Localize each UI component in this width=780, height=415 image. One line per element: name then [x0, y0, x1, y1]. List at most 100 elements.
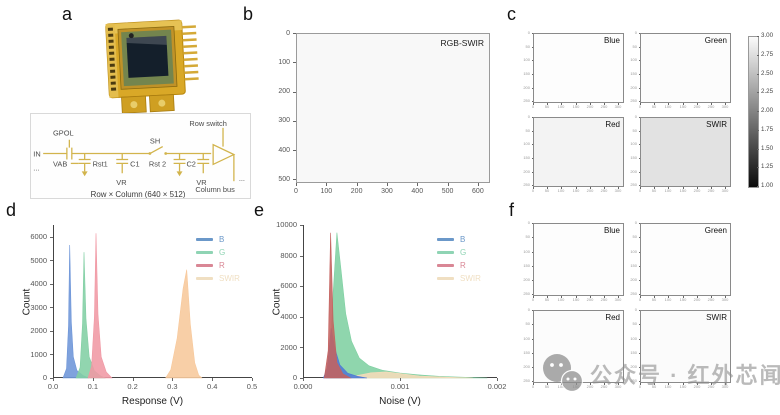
circuit-caption: Row × Column (640 × 512): [91, 190, 186, 198]
tick-label: 200: [630, 277, 637, 283]
tick-label: 600: [472, 188, 484, 195]
tick-mark: [654, 187, 656, 189]
tick-label: 50: [525, 321, 530, 327]
hist-series-r: [323, 232, 352, 379]
tick-mark: [300, 316, 303, 318]
tick-mark: [589, 296, 591, 298]
tick-label: 150: [679, 297, 686, 302]
tick-mark: [561, 296, 563, 298]
tick-label: 4000: [30, 279, 47, 289]
tick-label: 150: [572, 188, 579, 193]
mini-title-f-red: Red: [605, 313, 620, 322]
x-axis-label-e: Noise (V): [379, 396, 421, 407]
tick-mark: [638, 265, 640, 267]
tick-mark: [640, 187, 641, 189]
tick-mark: [604, 103, 606, 105]
tick-label: 50: [651, 297, 657, 302]
circuit-dots-right: ...: [239, 174, 245, 183]
tick-label: 250: [630, 291, 637, 297]
tick-label: 6000: [280, 281, 297, 291]
tick-label: 50: [525, 44, 530, 49]
circuit-label-c2: C2: [186, 159, 195, 168]
tick-mark: [638, 280, 640, 282]
circuit-label-row-switch: Row switch: [189, 119, 226, 128]
tick-mark: [668, 187, 670, 189]
tick-label: 0: [531, 104, 535, 109]
tick-label: 0: [294, 188, 298, 195]
tick-label: 150: [679, 188, 686, 193]
tick-label: 250: [630, 98, 637, 104]
tick-label: 300: [614, 297, 622, 302]
left-pins: [107, 27, 117, 91]
tick-label: 100: [558, 297, 565, 302]
tick-label: 50: [544, 297, 550, 302]
tick-mark: [638, 223, 640, 224]
tick-mark: [638, 338, 640, 340]
tick-mark: [618, 103, 620, 105]
legend-label-r: R: [460, 260, 466, 270]
tick-label: 200: [278, 88, 290, 96]
tick-label: 50: [544, 104, 550, 109]
tick-label: 0: [638, 188, 642, 193]
legend-swatch-swir: [196, 277, 213, 280]
tick-label: 2000: [30, 326, 47, 336]
tick-label: 6000: [30, 232, 47, 242]
tick-mark: [50, 260, 53, 262]
tick-mark: [638, 117, 640, 118]
tick-label: 100: [630, 57, 637, 63]
tick-mark: [725, 187, 727, 189]
legend-row-r: R: [437, 259, 481, 272]
tick-label: 300: [721, 104, 729, 109]
legend-label-b: B: [460, 234, 466, 244]
image-plot-b: [296, 33, 490, 183]
tick-label: 0: [527, 307, 530, 312]
tick-label: 200: [693, 188, 701, 193]
tick-label: 0: [531, 297, 535, 302]
tick-label: 100: [665, 384, 672, 389]
tick-label: 300: [721, 188, 729, 193]
tick-label: 150: [630, 155, 637, 161]
tick-mark: [638, 144, 640, 146]
tick-mark: [638, 310, 640, 311]
tick-label: 2.75: [761, 51, 774, 58]
tick-mark: [547, 187, 549, 189]
tick-mark: [604, 383, 606, 385]
tick-mark: [293, 33, 296, 34]
tick-label: 0.4: [206, 382, 218, 391]
tick-mark: [668, 383, 670, 385]
tick-label: 2000: [280, 342, 297, 352]
tick-label: 300: [614, 188, 622, 193]
tick-mark: [531, 338, 533, 340]
tick-mark: [547, 103, 549, 105]
watermark-text: 公众号 · 红外芯闻: [590, 363, 780, 388]
tick-label: 50: [544, 384, 550, 389]
circuit-diagram: IN ... GPOL VAB Rst1 C1 SH Rst 2 C2 VR V…: [30, 113, 251, 199]
tick-label: 2.50: [761, 69, 774, 77]
tick-label: 1.50: [761, 144, 774, 152]
tick-label: 150: [572, 104, 579, 109]
tick-mark: [386, 183, 388, 186]
circuit-lines: [43, 127, 236, 182]
tick-label: 250: [600, 188, 608, 193]
tick-label: 0.001: [390, 382, 410, 391]
tick-mark: [531, 87, 533, 89]
tick-mark: [696, 296, 698, 298]
tick-label: 200: [586, 188, 594, 193]
tick-mark: [757, 167, 759, 169]
tick-mark: [618, 383, 620, 385]
tick-label: 250: [523, 182, 530, 188]
tick-label: 300: [721, 384, 729, 389]
tick-label: 100: [523, 141, 530, 147]
tick-label: 200: [693, 104, 701, 109]
tick-mark: [757, 54, 759, 56]
mini-title-c-green: Green: [704, 36, 727, 45]
tick-mark: [696, 383, 698, 385]
tick-mark: [296, 183, 297, 186]
tick-label: 50: [651, 384, 657, 389]
tick-label: 250: [523, 378, 530, 384]
tick-label: 150: [679, 384, 686, 389]
tick-mark: [618, 296, 620, 298]
tick-label: 1.25: [761, 163, 774, 171]
tick-mark: [618, 187, 620, 189]
legend-row-r: R: [196, 259, 240, 272]
